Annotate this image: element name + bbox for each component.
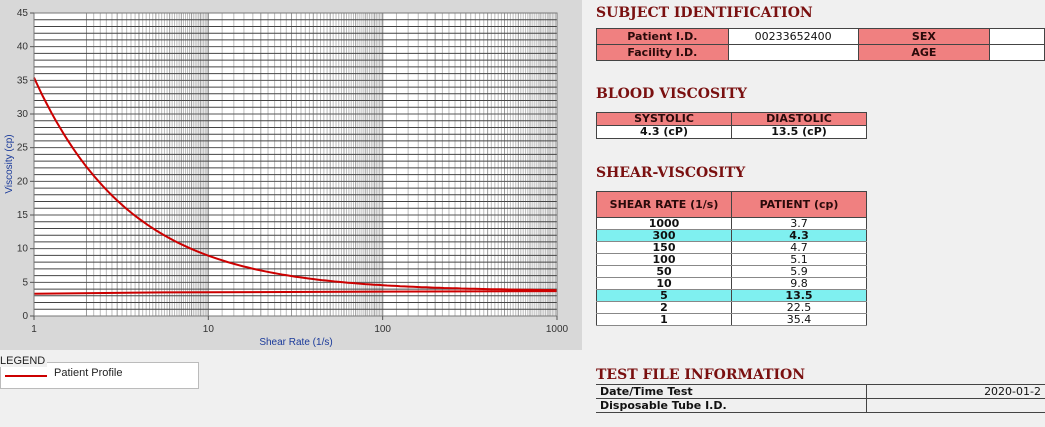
- blood-viscosity-title: BLOOD VISCOSITY: [596, 86, 748, 102]
- series-baseline-line: [33, 290, 558, 295]
- shear-viscosity-header-row: SHEAR RATE (1/s) PATIENT (cp): [596, 191, 867, 218]
- x-tick-label: 1: [31, 324, 37, 335]
- legend: LEGEND Patient Profile: [0, 355, 199, 389]
- blood-viscosity-table: SYSTOLIC DIASTOLIC 4.3 (cP) 13.5 (cP): [596, 112, 867, 139]
- patient-viscosity-cell: 4.3: [731, 229, 867, 242]
- tube-id-label: Disposable Tube I.D.: [596, 398, 866, 413]
- shear-viscosity-row: 300 4.3: [596, 229, 867, 242]
- patient-column-header: PATIENT (cp): [731, 191, 867, 218]
- blood-viscosity-value-row: 4.3 (cP) 13.5 (cP): [596, 125, 867, 139]
- y-tick-label: 30: [17, 109, 29, 120]
- shear-rate-cell: 100: [596, 253, 732, 266]
- shear-viscosity-row: 1000 3.7: [596, 217, 867, 230]
- patient-viscosity-cell: 22.5: [731, 301, 867, 314]
- patient-viscosity-cell: 9.8: [731, 277, 867, 290]
- y-tick-label: 20: [17, 176, 29, 187]
- y-axis-label: Viscosity (cp): [4, 134, 15, 193]
- datetime-row: Date/Time Test 2020-01-2: [596, 384, 1045, 399]
- x-axis-label: Shear Rate (1/s): [259, 337, 332, 348]
- x-tick-label: 100: [374, 324, 391, 335]
- tube-id-value: [865, 398, 1045, 413]
- legend-label-patient-profile: Patient Profile: [54, 367, 123, 379]
- age-value: [989, 44, 1045, 61]
- sex-label: SEX: [857, 28, 991, 45]
- blood-viscosity-header-row: SYSTOLIC DIASTOLIC: [596, 112, 867, 126]
- facility-id-label: Facility I.D.: [596, 44, 729, 61]
- patient-viscosity-cell: 4.7: [731, 241, 867, 254]
- systolic-label: SYSTOLIC: [596, 112, 732, 126]
- datetime-label: Date/Time Test: [596, 384, 866, 399]
- plot-area: [34, 13, 557, 316]
- shear-rate-cell: 50: [596, 265, 732, 278]
- series-patient-profile-line: [33, 77, 557, 292]
- y-tick-label: 35: [17, 75, 29, 86]
- shear-viscosity-row: 2 22.5: [596, 301, 867, 314]
- y-tick-label: 10: [17, 244, 29, 255]
- datetime-value: 2020-01-2: [865, 384, 1045, 399]
- legend-title: LEGEND: [0, 355, 48, 367]
- shear-viscosity-row: 50 5.9: [596, 265, 867, 278]
- viscosity-chart: 1 10 100 1000 0 5 10 15 20 25 30 35 40 45 Shear Rate …: [4, 8, 569, 348]
- subject-identification-title: SUBJECT IDENTIFICATION: [596, 5, 813, 21]
- x-tick-label: 10: [203, 324, 215, 335]
- y-tick-label: 40: [17, 42, 29, 53]
- y-tick-label: 45: [17, 8, 29, 19]
- facility-id-value: [727, 44, 859, 61]
- shear-viscosity-row: 100 5.1: [596, 253, 867, 266]
- y-tick-label: 15: [17, 210, 29, 221]
- plot-frame: [33, 12, 558, 317]
- age-label: AGE: [857, 44, 991, 61]
- shear-rate-cell: 1000: [596, 217, 732, 230]
- test-file-information-table: Date/Time Test 2020-01-2 Disposable Tube…: [596, 384, 1045, 413]
- shear-rate-cell: 5: [596, 289, 732, 302]
- subject-identification-table: Patient I.D. 00233652400 SEX Facility I.…: [596, 28, 1045, 61]
- diastolic-label: DIASTOLIC: [731, 112, 867, 126]
- systolic-value: 4.3 (cP): [596, 125, 732, 139]
- y-tick-label: 0: [22, 311, 28, 322]
- patient-id-row: Patient I.D. 00233652400 SEX: [596, 28, 1045, 45]
- patient-viscosity-cell: 35.4: [731, 313, 867, 326]
- patient-id-value: 00233652400: [727, 28, 859, 45]
- shear-viscosity-row: 150 4.7: [596, 241, 867, 254]
- x-tick-label: 1000: [546, 324, 569, 335]
- y-tick-label: 25: [17, 143, 29, 154]
- shear-rate-column-header: SHEAR RATE (1/s): [596, 191, 732, 218]
- shear-viscosity-title: SHEAR-VISCOSITY: [596, 165, 746, 181]
- facility-id-row: Facility I.D. AGE: [596, 44, 1045, 61]
- legend-swatch-patient-profile: [5, 375, 47, 377]
- chart-panel: 1 10 100 1000 0 5 10 15 20 25 30 35 40 45 Shear Rate …: [0, 0, 582, 350]
- patient-id-label: Patient I.D.: [596, 28, 729, 45]
- y-tick-label: 5: [22, 277, 28, 288]
- shear-rate-cell: 2: [596, 301, 732, 314]
- diastolic-value: 13.5 (cP): [731, 125, 867, 139]
- shear-rate-cell: 10: [596, 277, 732, 290]
- shear-rate-cell: 1: [596, 313, 732, 326]
- test-file-information-title: TEST FILE INFORMATION: [596, 367, 806, 383]
- patient-viscosity-cell: 13.5: [731, 289, 867, 302]
- shear-rate-cell: 150: [596, 241, 732, 254]
- shear-rate-cell: 300: [596, 229, 732, 242]
- tube-id-row: Disposable Tube I.D.: [596, 398, 1045, 413]
- sex-value: [989, 28, 1045, 45]
- patient-viscosity-cell: 3.7: [731, 217, 867, 230]
- shear-viscosity-row: 5 13.5: [596, 289, 867, 302]
- patient-viscosity-cell: 5.9: [731, 265, 867, 278]
- patient-viscosity-cell: 5.1: [731, 253, 867, 266]
- shear-viscosity-row: 10 9.8: [596, 277, 867, 290]
- shear-viscosity-table: SHEAR RATE (1/s) PATIENT (cp) 1000 3.7 300…: [596, 191, 867, 326]
- shear-viscosity-row: 1 35.4: [596, 313, 867, 326]
